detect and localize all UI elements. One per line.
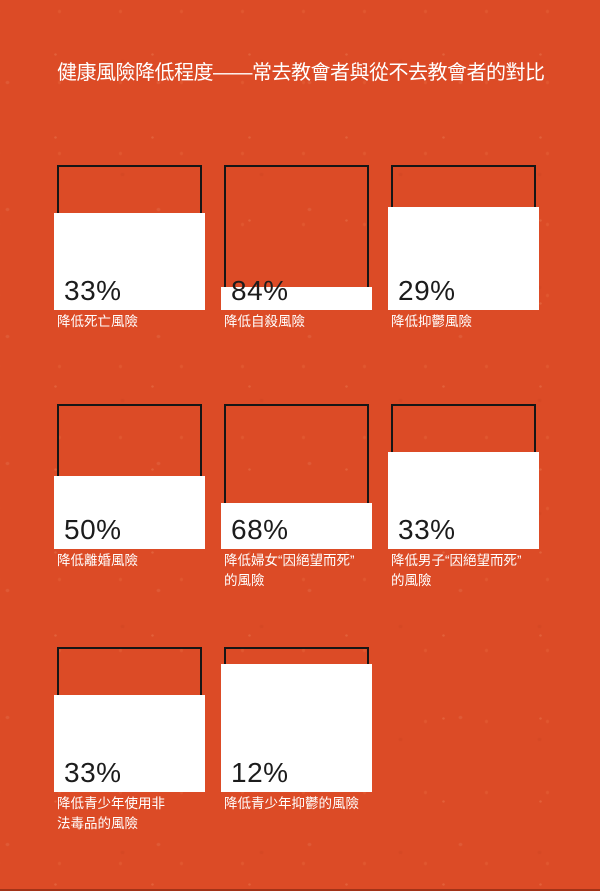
risk-card: 68% 降低婦女“因絕望而死” 的風險 (221, 404, 372, 647)
percent-label: 68% (231, 514, 289, 545)
risk-card: 29% 降低抑鬱風險 (388, 165, 539, 404)
risk-card: 84% 降低自殺風險 (221, 165, 372, 404)
bar-fill: 50% (54, 476, 205, 549)
risk-card: 50% 降低離婚風險 (54, 404, 205, 647)
risk-card: 33% 降低男子“因絕望而死” 的風險 (388, 404, 539, 647)
percent-label: 29% (398, 275, 456, 306)
page-title: 健康風險降低程度——常去教會者與從不去教會者的對比 (57, 62, 545, 84)
bar-fill: 68% (221, 503, 372, 549)
card-caption: 降低婦女“因絕望而死” 的風險 (224, 553, 355, 588)
card-caption: 降低自殺風險 (224, 314, 305, 329)
bar-fill: 33% (388, 452, 539, 549)
card-caption: 降低死亡風險 (57, 314, 138, 329)
card-caption: 降低男子“因絕望而死” 的風險 (391, 553, 522, 588)
bottom-edge-shadow (0, 889, 600, 891)
bar-fill: 12% (221, 664, 372, 792)
percent-label: 50% (64, 514, 122, 545)
bar-fill: 29% (388, 207, 539, 310)
card-caption: 降低抑鬱風險 (391, 314, 472, 329)
percent-label: 33% (64, 757, 122, 788)
bar-fill: 84% (221, 277, 372, 310)
percent-label: 33% (64, 275, 122, 306)
risk-card: 33% 降低死亡風險 (54, 165, 205, 404)
percent-label: 12% (231, 757, 289, 788)
risk-card: 12% 降低青少年抑鬱的風險 (221, 647, 372, 877)
card-caption: 降低離婚風險 (57, 553, 138, 568)
bar-fill: 33% (54, 695, 205, 792)
bar-fill: 33% (54, 213, 205, 310)
risk-cards-grid: 33% 降低死亡風險 84% 降低自殺風險 29% 降低抑鬱風險 50% 降低離婚風險 68% 降… (54, 165, 539, 877)
card-caption: 降低青少年抑鬱的風險 (224, 796, 359, 811)
risk-card: 33% 降低青少年使用非 法毒品的風險 (54, 647, 205, 877)
card-caption: 降低青少年使用非 法毒品的風險 (57, 796, 165, 831)
percent-label: 84% (231, 275, 289, 306)
percent-label: 33% (398, 514, 456, 545)
